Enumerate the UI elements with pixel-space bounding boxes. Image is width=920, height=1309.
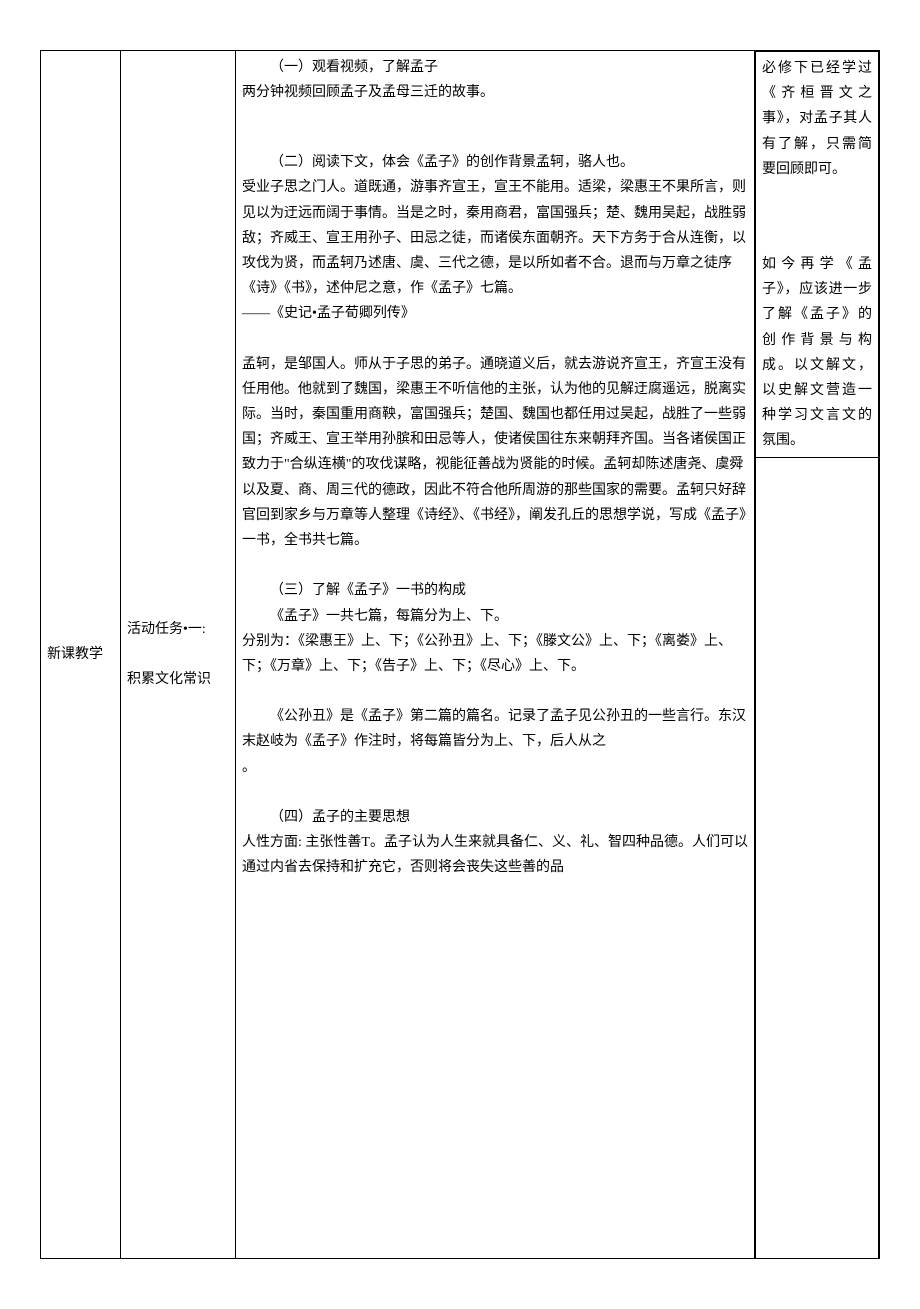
- section-3-dot: 。: [242, 755, 748, 780]
- spacer: [762, 182, 872, 252]
- stage-cell: 新课教学: [41, 51, 121, 1259]
- notes-inner-table: 必修下已经学过《齐桓晋文之事》，对孟子其人有了解，只需简要回顾即可。 如今再学《…: [755, 51, 879, 1258]
- section-2-title: （二）阅读下文，体会《孟子》的创作背景孟轲，骆人也。: [242, 150, 748, 175]
- section-4-title: （四）孟子的主要思想: [242, 805, 748, 830]
- lesson-plan-table: 新课教学 活动任务•一: 积累文化常识 （一）观看视频，了解孟子 两分钟视频回顾…: [40, 50, 880, 1259]
- bottom-spacer: [242, 881, 748, 1101]
- note-2: 如今再学《孟子》，应该进一步了解《孟子》的创作背景与构成。以文解文，以史解文营造…: [762, 252, 872, 454]
- task-label: 活动任务•一:: [127, 617, 229, 642]
- note-1: 必修下已经学过《齐桓晋文之事》，对孟子其人有了解，只需简要回顾即可。: [762, 56, 872, 182]
- section-3-title: （三）了解《孟子》一书的构成: [242, 578, 748, 603]
- section-3-line3: 《公孙丑》是《孟子》第二篇的篇名。记录了孟子见公孙丑的一些言行。东汉末赵岐为《孟…: [242, 704, 748, 754]
- section-3-line2: 分别为：《梁惠王》上、下；《公孙丑》上、下；《滕文公》上、下；《离娄》上、下；《…: [242, 629, 748, 679]
- table-row: 新课教学 活动任务•一: 积累文化常识 （一）观看视频，了解孟子 两分钟视频回顾…: [41, 51, 880, 1259]
- task-cell: 活动任务•一: 积累文化常识: [121, 51, 236, 1259]
- section-1-title: （一）观看视频，了解孟子: [242, 55, 748, 80]
- section-2-cite: ——《史记•孟子荀卿列传》: [242, 301, 748, 326]
- spacer: [242, 326, 748, 351]
- section-2-body: 受业子思之门人。道既通，游事齐宣王，宣王不能用。适梁，梁惠王不果所言，则见以为迂…: [242, 175, 748, 301]
- spacer: [242, 679, 748, 704]
- section-2-translation: 孟轲，是邹国人。师从于子思的弟子。通晓道义后，就去游说齐宣王，齐宣王没有任用他。…: [242, 352, 748, 554]
- notes-cell: 必修下已经学过《齐桓晋文之事》，对孟子其人有了解，只需简要回顾即可。 如今再学《…: [755, 51, 880, 1259]
- section-4-body: 人性方面: 主张性善T。孟子认为人生来就具备仁、义、礼、智四种品德。人们可以通过…: [242, 830, 748, 880]
- stage-heading: 新课教学: [47, 647, 103, 662]
- task-desc: 积累文化常识: [127, 667, 229, 692]
- content-cell: （一）观看视频，了解孟子 两分钟视频回顾孟子及孟母三迁的故事。 （二）阅读下文，…: [236, 51, 755, 1259]
- spacer: [242, 553, 748, 578]
- section-3-line1: 《孟子》一共七篇，每篇分为上、下。: [242, 604, 748, 629]
- spacer: [242, 780, 748, 805]
- spacer: [242, 105, 748, 150]
- note-row-2: [756, 458, 879, 1258]
- section-1-line: 两分钟视频回顾孟子及孟母三迁的故事。: [242, 80, 748, 105]
- note-row-1: 必修下已经学过《齐桓晋文之事》，对孟子其人有了解，只需简要回顾即可。 如今再学《…: [756, 52, 879, 458]
- spacer: [127, 642, 229, 667]
